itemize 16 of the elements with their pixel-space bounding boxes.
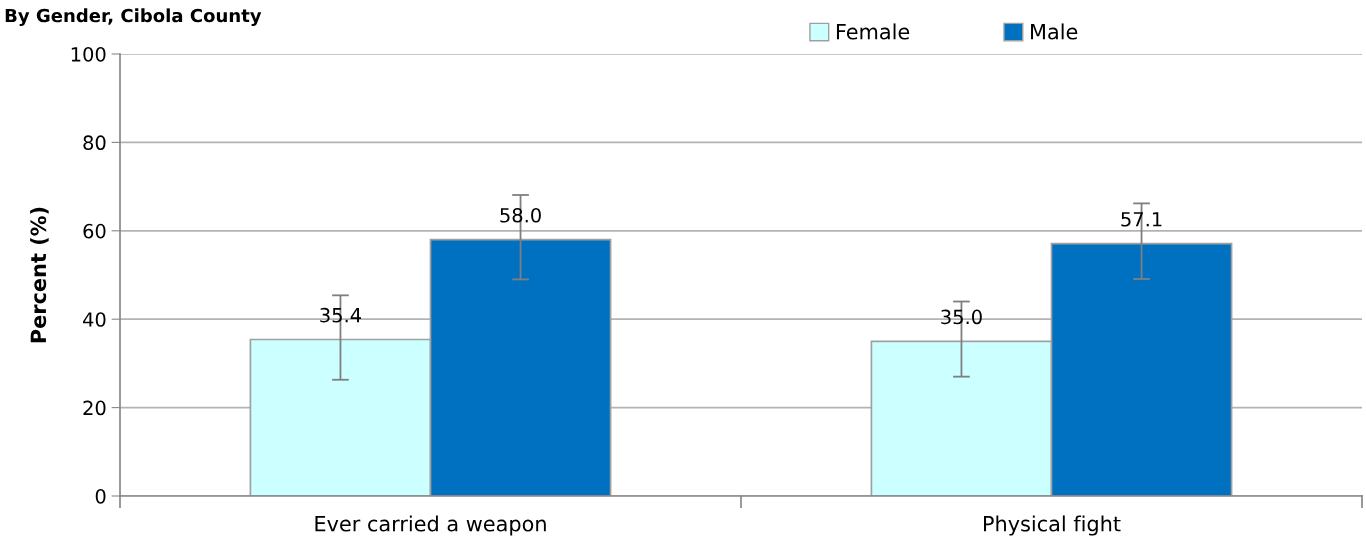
y-tick-label: 0 [95,488,106,504]
y-tick-label: 20 [83,400,106,416]
chart-title: By Gender, Cibola County [5,8,262,26]
data-label: 57.1 [1121,212,1162,227]
legend-label: Female [836,23,910,40]
legend-label: Male [1031,23,1078,40]
x-tick-label: Physical fight [984,515,1121,536]
y-tick-label: 100 [71,46,106,62]
x-tick-label: Ever carried a weapon [315,515,546,536]
y-tick-label: 40 [83,312,106,327]
data-label: 58.0 [500,207,541,223]
data-label: 35.0 [941,309,982,325]
data-label: 35.4 [320,307,362,323]
y-axis-title: Percent (%) [30,207,49,343]
y-tick-label: 60 [83,223,106,239]
y-tick-label: 80 [83,135,106,151]
